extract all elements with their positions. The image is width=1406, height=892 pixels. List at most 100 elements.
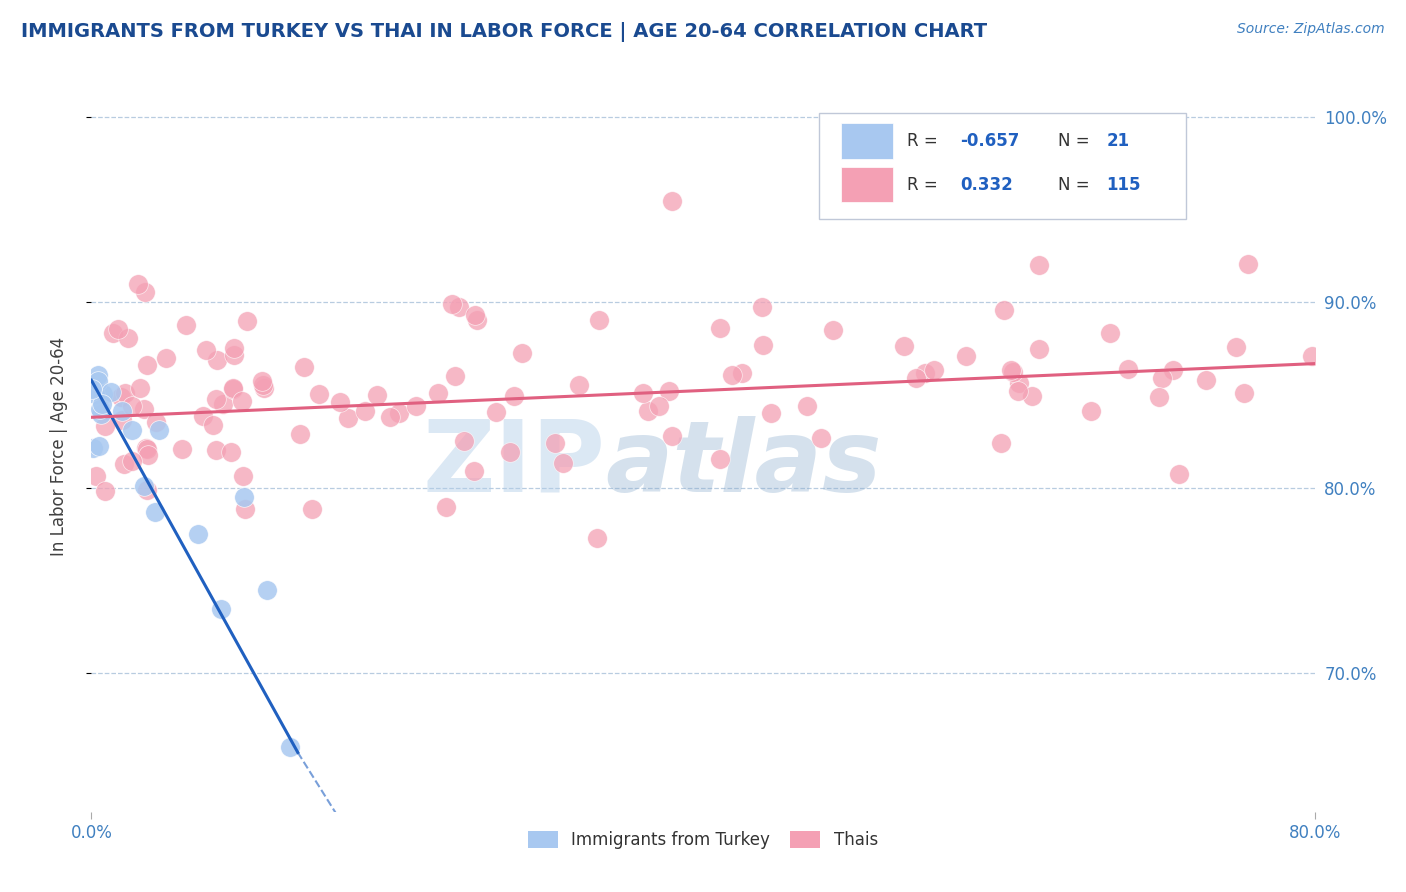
Point [990,435,1012,450]
Point [134,285,156,299]
Text: N =: N = [1057,176,1095,194]
Point [1150,371,1173,385]
Point [447,300,470,314]
Point [205,352,228,367]
Point [91,397,114,411]
Point [187,527,209,541]
Point [121,423,143,437]
Point [136,448,159,462]
Point [904,371,927,385]
Point [191,409,214,423]
Point [993,303,1015,318]
Point [1161,363,1184,377]
Point [721,368,744,382]
Point [82,441,104,455]
Point [222,382,245,396]
Point [94,419,117,434]
Point [503,389,526,403]
Point [94,484,117,499]
Point [366,388,388,402]
Point [236,314,259,328]
Point [170,442,193,456]
Point [87,368,110,382]
Point [301,502,323,516]
Text: N =: N = [1057,132,1095,150]
Point [444,368,467,383]
Point [1098,326,1121,340]
Point [1237,257,1260,271]
FancyBboxPatch shape [820,113,1187,219]
Point [485,405,508,419]
Point [1168,467,1191,481]
Point [1301,349,1323,363]
Point [955,350,977,364]
Point [464,308,486,322]
Point [658,384,681,399]
Point [434,500,457,514]
Text: atlas: atlas [605,416,882,513]
Point [810,431,832,445]
Text: -0.657: -0.657 [960,132,1019,150]
Point [112,458,135,472]
Point [87,374,110,388]
Point [134,479,156,493]
Point [233,490,256,504]
Point [80,382,103,396]
Point [568,377,591,392]
Point [893,339,915,353]
Text: ZIP: ZIP [422,416,605,513]
Point [100,384,122,399]
Point [308,387,330,401]
Point [1195,373,1218,387]
Point [135,441,157,455]
Point [405,400,427,414]
Point [388,406,411,420]
Point [121,399,143,413]
Point [174,318,197,333]
Point [91,386,114,401]
Point [195,343,218,358]
Point [136,442,159,456]
Point [84,469,107,483]
Point [821,323,844,337]
Point [731,366,754,380]
Point [1116,361,1139,376]
Point [135,359,157,373]
Point [110,390,132,404]
Point [222,341,245,355]
Point [1028,259,1050,273]
Point [111,412,134,426]
Point [90,407,112,421]
Point [499,444,522,458]
Point [1007,384,1029,399]
Point [1021,389,1043,403]
Point [637,404,659,418]
Point [661,194,683,208]
Point [586,531,609,545]
Point [337,410,360,425]
Point [329,394,352,409]
Point [111,403,134,417]
Point [224,348,246,362]
Point [252,378,274,392]
Point [128,381,150,395]
Point [212,397,235,411]
Point [463,464,485,478]
Point [148,423,170,437]
Point [1149,390,1171,404]
Point [222,381,245,395]
Point [290,426,312,441]
FancyBboxPatch shape [841,168,893,202]
Point [661,429,683,443]
Point [924,363,946,377]
Point [103,326,125,340]
Point [204,442,226,457]
Point [441,297,464,311]
Point [1225,340,1247,354]
Point [709,320,731,334]
Point [114,386,136,401]
Point [544,435,567,450]
Point [709,452,731,467]
Point [278,739,301,754]
Point [380,409,402,424]
